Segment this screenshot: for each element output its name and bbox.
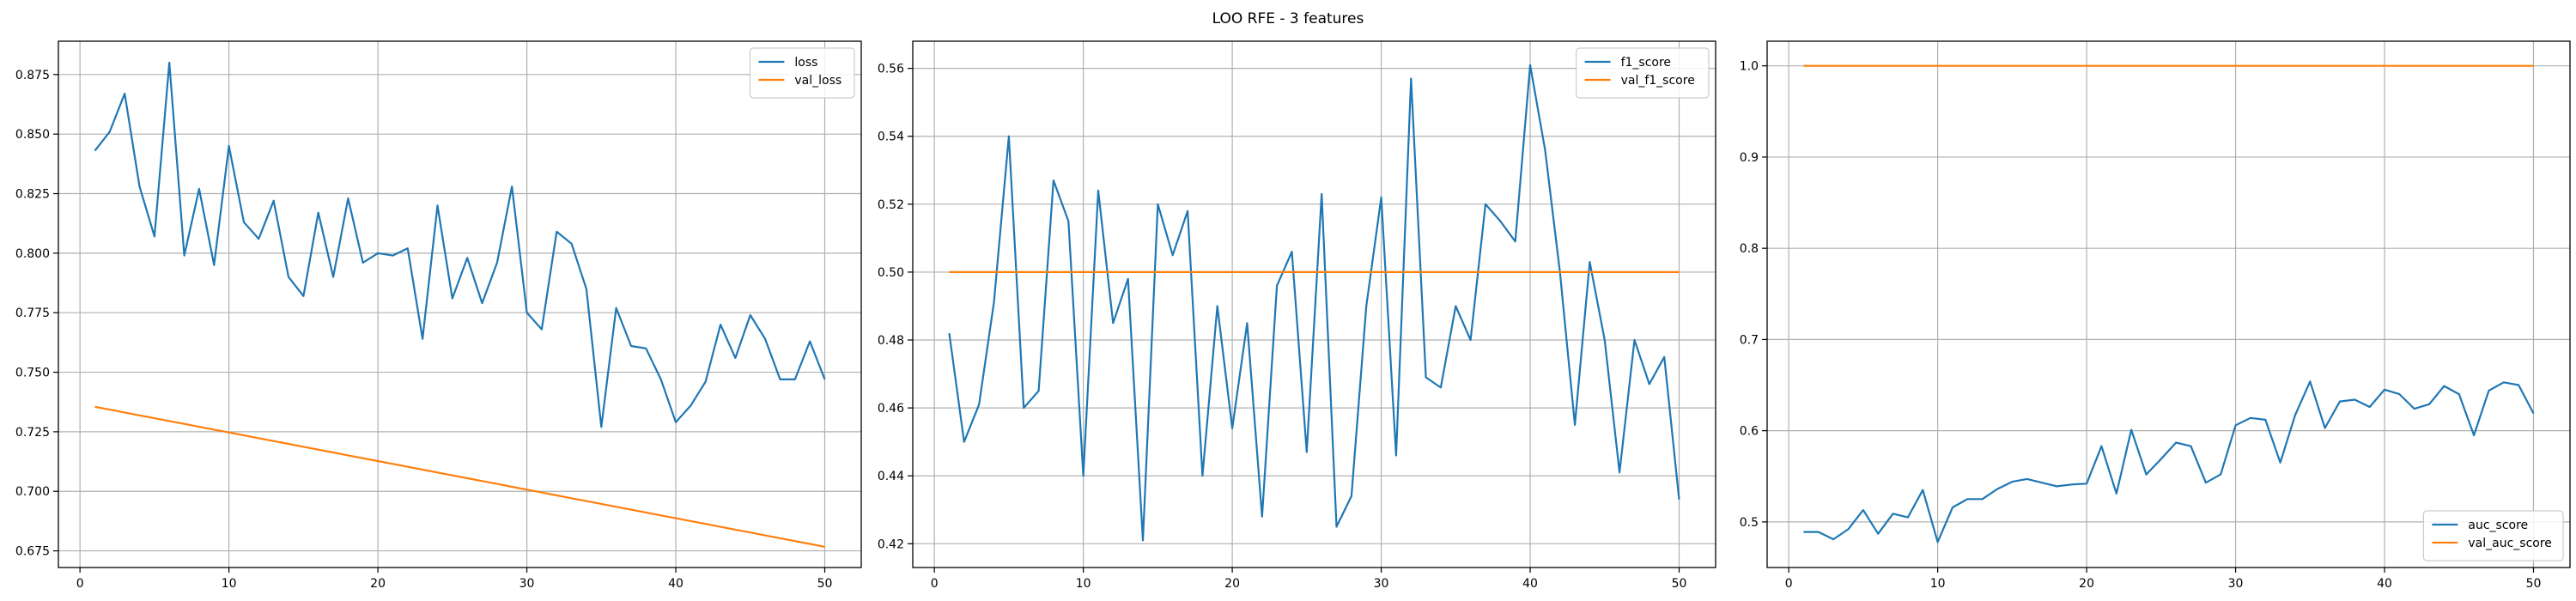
y-tick-label: 0.54 xyxy=(878,131,904,144)
legend: auc_score val_auc_score xyxy=(2422,510,2564,562)
y-tick-label: 0.775 xyxy=(15,307,50,320)
y-tick-label: 0.50 xyxy=(878,266,904,280)
legend-label-auc_score: auc_score xyxy=(2468,519,2528,532)
x-tick-label: 20 xyxy=(370,577,386,591)
legend-box xyxy=(2422,510,2564,562)
x-tick-label: 40 xyxy=(668,577,683,591)
x-tick-label: 50 xyxy=(2526,577,2542,591)
series-line-auc_score xyxy=(1803,380,2535,543)
x-tick-label: 0 xyxy=(76,577,84,591)
x-tick-label: 50 xyxy=(1672,577,1687,591)
x-tick-label: 30 xyxy=(2228,577,2244,591)
subplots: 0 10 20 30 40 500.6750.7000.7250.7500.7750.80… xyxy=(15,40,2571,591)
y-tick-label: 1.0 xyxy=(1740,60,1759,74)
x-tick-label: 10 xyxy=(1076,577,1091,591)
y-tick-label: 0.44 xyxy=(878,470,904,483)
y-tick-label: 0.850 xyxy=(15,128,50,142)
y-tick-label: 0.700 xyxy=(15,485,50,499)
legend-label-val_f1_score: val_f1_score xyxy=(1621,74,1695,88)
x-tick-label: 10 xyxy=(1930,577,1946,591)
series-line-loss xyxy=(94,61,826,428)
y-tick-label: 0.750 xyxy=(15,367,50,380)
legend-label-loss: loss xyxy=(794,56,817,70)
legend-label-f1_score: f1_score xyxy=(1621,56,1671,70)
y-tick-label: 0.42 xyxy=(878,537,904,551)
axes-frame xyxy=(58,40,862,568)
y-tick-label: 0.9 xyxy=(1740,151,1759,165)
legend-label-val_auc_score: val_auc_score xyxy=(2468,537,2552,550)
x-tick-label: 40 xyxy=(2377,577,2392,591)
y-tick-label: 0.5 xyxy=(1740,516,1759,530)
y-tick-label: 0.675 xyxy=(15,545,50,559)
y-tick-label: 0.875 xyxy=(15,69,50,82)
legend-box xyxy=(749,47,855,99)
x-tick-label: 20 xyxy=(1224,577,1240,591)
x-tick-label: 20 xyxy=(2079,577,2094,591)
y-tick-label: 0.6 xyxy=(1740,425,1759,439)
y-tick-label: 0.48 xyxy=(878,334,904,348)
legend: f1_score val_f1_score xyxy=(1575,47,1710,99)
x-tick-label: 30 xyxy=(1374,577,1389,591)
x-tick-label: 40 xyxy=(1522,577,1538,591)
y-tick-label: 0.725 xyxy=(15,426,50,440)
y-tick-label: 0.7 xyxy=(1740,333,1759,347)
legend-box xyxy=(1575,47,1710,99)
series-line-f1_score xyxy=(948,64,1680,542)
x-tick-label: 10 xyxy=(222,577,237,591)
y-tick-label: 0.52 xyxy=(878,198,904,212)
x-tick-label: 50 xyxy=(817,577,833,591)
legend: loss val_loss xyxy=(749,47,855,99)
legend-label-val_loss: val_loss xyxy=(794,74,841,88)
y-tick-label: 0.825 xyxy=(15,188,50,202)
series-line-val_loss xyxy=(94,405,825,548)
x-tick-label: 30 xyxy=(519,577,535,591)
figure-title: LOO RFE - 3 features xyxy=(1212,10,1364,27)
subplot-3: 0 10 20 30 40 50 0.5 0.6 0.7 0.8 0.9 1.0 auc_scoreva… xyxy=(1740,40,2571,591)
subplot-1: 0 10 20 30 40 50 0.675 0.700 0.725 0.750 0.775 0.80… xyxy=(15,40,862,591)
x-tick-label: 0 xyxy=(1785,577,1793,591)
y-tick-label: 0.8 xyxy=(1740,242,1759,256)
y-tick-label: 0.800 xyxy=(15,247,50,261)
x-tick-label: 0 xyxy=(931,577,939,591)
axes-frame xyxy=(1766,40,2571,568)
y-tick-label: 0.56 xyxy=(878,63,904,76)
axes-frame xyxy=(912,40,1716,568)
subplot-2: 0 10 20 30 40 50 0.42 0.44 0.46 0.48 0.50 0.52 0.54 0… xyxy=(878,40,1716,591)
y-tick-label: 0.46 xyxy=(878,402,904,416)
